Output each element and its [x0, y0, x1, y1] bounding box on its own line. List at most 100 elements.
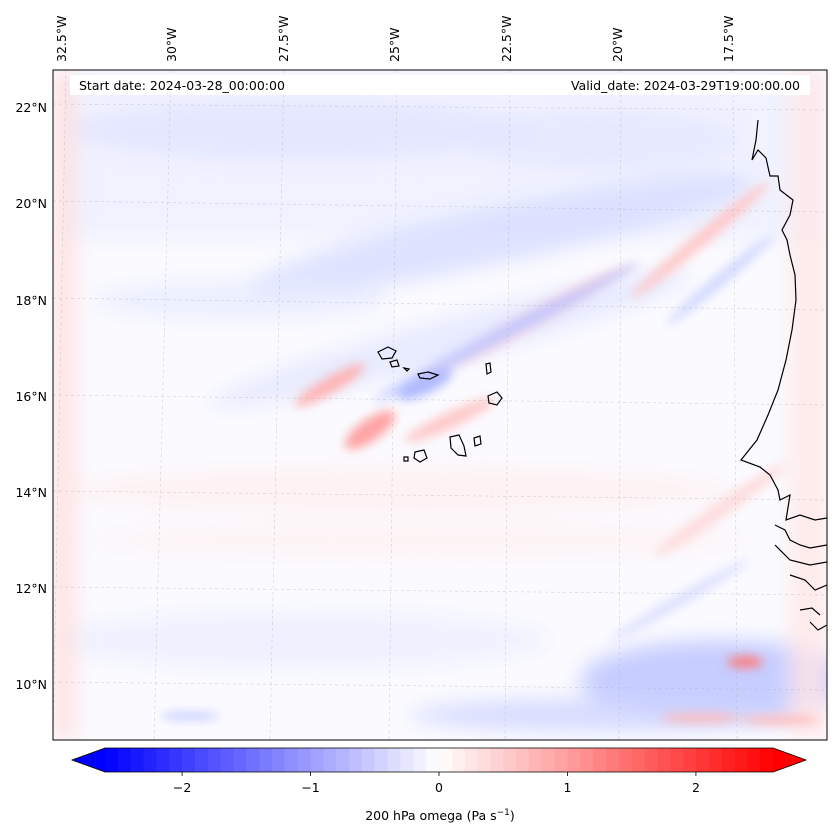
- colorbar-step: [490, 748, 504, 772]
- colorbar-step: [683, 748, 697, 772]
- colorbar-step: [618, 748, 633, 772]
- colorbar-step: [374, 748, 389, 772]
- colorbar-step: [336, 748, 350, 772]
- colorbar-step: [721, 748, 736, 772]
- colorbar-step: [220, 748, 235, 772]
- gridlines: [53, 70, 827, 740]
- lon-label-17-5w: 17.5°W: [721, 16, 736, 62]
- omega-blobs-broad: [53, 70, 827, 740]
- valid-date-label: Valid_date: 2024-03-29T19:00:00.00: [571, 78, 800, 93]
- colorbar-step: [284, 748, 299, 772]
- colorbar-step: [644, 748, 658, 772]
- colorbar-left-extension: [72, 748, 105, 772]
- longitude-labels: 32.5°W 30°W 27.5°W 25°W 22.5°W 20°W 17.5…: [54, 16, 736, 62]
- lat-label-22n: 22°N: [15, 100, 47, 115]
- colorbar-step: [105, 748, 119, 772]
- colorbar-step: [310, 748, 324, 772]
- island-brava: [403, 456, 409, 462]
- lat-label-20n: 20°N: [15, 196, 47, 211]
- colorbar-step: [477, 748, 491, 772]
- colorbar-step: [541, 748, 556, 772]
- colorbar-step: [361, 748, 376, 772]
- lat-label-16n: 16°N: [15, 389, 47, 404]
- colorbar-step: [323, 748, 337, 772]
- latitude-labels: 22°N 20°N 18°N 16°N 14°N 12°N 10°N: [15, 100, 47, 692]
- colorbar-label-exponent: −1: [497, 808, 510, 818]
- island-sao-vicente: [389, 359, 400, 368]
- colorbar-step: [695, 748, 710, 772]
- island-fogo: [413, 449, 428, 463]
- colorbar-step: [426, 748, 440, 772]
- colorbar-label-end: ): [510, 808, 515, 823]
- colorbar-tick-label: 1: [563, 780, 571, 795]
- colorbar-step: [760, 748, 774, 772]
- lat-label-10n: 10°N: [15, 677, 47, 692]
- island-sal: [485, 362, 492, 375]
- map-frame: [52, 69, 828, 741]
- colorbar-label: 200 hPa omega (Pa s−1): [365, 808, 515, 823]
- colorbar-label-main: 200 hPa omega (Pa s: [365, 808, 496, 823]
- coastlines: [740, 119, 827, 631]
- colorbar-step: [169, 748, 183, 772]
- colorbar-step: [349, 748, 363, 772]
- colorbar-step: [606, 748, 620, 772]
- lat-label-12n: 12°N: [15, 581, 47, 596]
- omega-blobs-sharp: [160, 181, 820, 725]
- lon-label-20w: 20°W: [610, 27, 625, 62]
- colorbar-step: [670, 748, 684, 772]
- colorbar-step: [194, 748, 209, 772]
- colorbar-tick-label: 2: [692, 780, 700, 795]
- african-coastline: [740, 119, 827, 521]
- colorbar-step: [130, 748, 145, 772]
- island-boa-vista: [487, 391, 503, 406]
- colorbar-step: [593, 748, 607, 772]
- colorbar-step: [567, 748, 581, 772]
- colorbar-step: [631, 748, 646, 772]
- lat-label-18n: 18°N: [15, 293, 47, 308]
- coastline-south: [774, 524, 827, 631]
- colorbar-steps: [105, 748, 774, 772]
- colorbar-step: [233, 748, 247, 772]
- lon-label-30w: 30°W: [164, 27, 179, 62]
- omega-field: [53, 70, 827, 740]
- colorbar-tick-label: −1: [301, 780, 319, 795]
- colorbar: −2 −1 0 1 2 200 hPa omega (Pa s−1): [70, 747, 808, 823]
- island-santo-antao: [377, 346, 397, 360]
- colorbar-right-extension: [773, 748, 806, 772]
- colorbar-step: [580, 748, 594, 772]
- colorbar-ticks: −2 −1 0 1 2: [173, 772, 700, 795]
- colorbar-step: [207, 748, 222, 772]
- island-sao-nicolau: [417, 371, 440, 380]
- colorbar-step: [117, 748, 132, 772]
- colorbar-step: [272, 748, 286, 772]
- colorbar-step: [439, 748, 453, 772]
- colorbar-tick-label: −2: [173, 780, 191, 795]
- colorbar-step: [400, 748, 414, 772]
- lon-label-32-5w: 32.5°W: [54, 16, 69, 62]
- colorbar-step: [143, 748, 157, 772]
- colorbar-step: [528, 748, 543, 772]
- colorbar-step: [516, 748, 530, 772]
- colorbar-step: [503, 748, 517, 772]
- lon-label-27-5w: 27.5°W: [276, 16, 291, 62]
- lon-label-22-5w: 22.5°W: [499, 16, 514, 62]
- colorbar-step: [387, 748, 402, 772]
- colorbar-step: [554, 748, 569, 772]
- colorbar-step: [747, 748, 761, 772]
- lat-label-14n: 14°N: [15, 485, 47, 500]
- colorbar-tick-label: 0: [435, 780, 443, 795]
- start-date-label: Start date: 2024-03-28_00:00:00: [79, 78, 285, 93]
- colorbar-step: [657, 748, 671, 772]
- colorbar-step: [182, 748, 196, 772]
- colorbar-outline: [70, 747, 808, 773]
- island-santiago: [449, 434, 467, 457]
- colorbar-step: [297, 748, 312, 772]
- colorbar-step: [156, 748, 170, 772]
- colorbar-step: [259, 748, 273, 772]
- colorbar-step: [246, 748, 260, 772]
- colorbar-step: [708, 748, 723, 772]
- cape-verde-islands: [377, 346, 503, 463]
- island-santa-luzia: [402, 367, 411, 372]
- date-header-background: [70, 75, 810, 95]
